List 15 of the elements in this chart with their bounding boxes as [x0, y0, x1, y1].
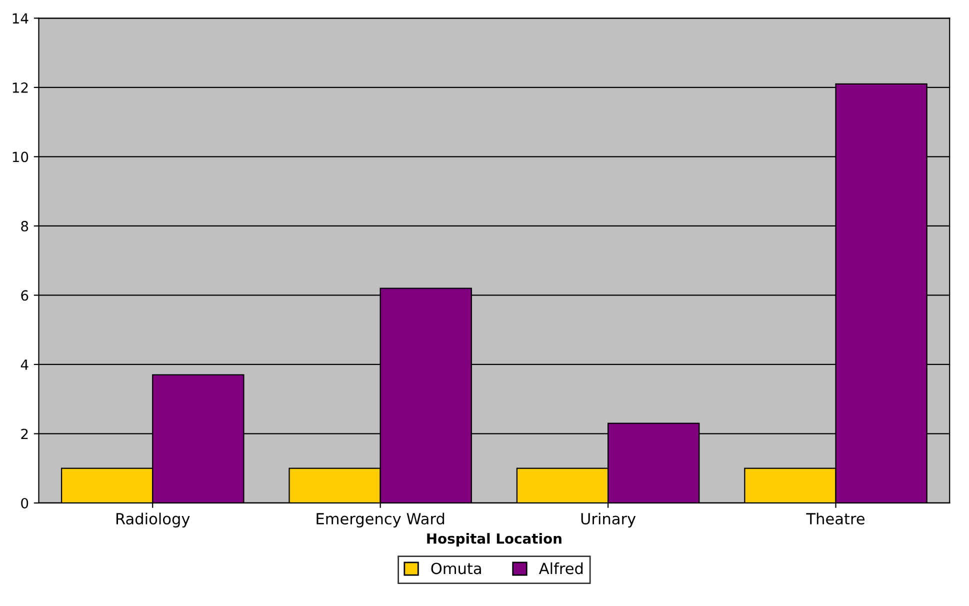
y-tick-label: 2	[21, 428, 28, 439]
legend-label: Omuta	[431, 562, 481, 574]
y-tick-label: 14	[12, 13, 28, 24]
x-tick-label: Urinary	[581, 512, 636, 528]
legend-label: Alfred	[538, 562, 583, 574]
y-tick-label: 4	[20, 360, 28, 370]
y-tick-label: 12	[12, 82, 28, 93]
x-tick-label: Radiology	[116, 512, 190, 528]
x-tick-label: Theatre	[806, 512, 864, 525]
x-axis-title: Hospital Location	[427, 533, 562, 546]
y-tick-label: 10	[12, 152, 28, 162]
y-tick-label: 6	[21, 290, 28, 301]
y-tick-label: 8	[21, 220, 28, 232]
x-tick-label: Emergency Ward	[316, 512, 444, 528]
y-tick-label: 0	[21, 498, 28, 508]
